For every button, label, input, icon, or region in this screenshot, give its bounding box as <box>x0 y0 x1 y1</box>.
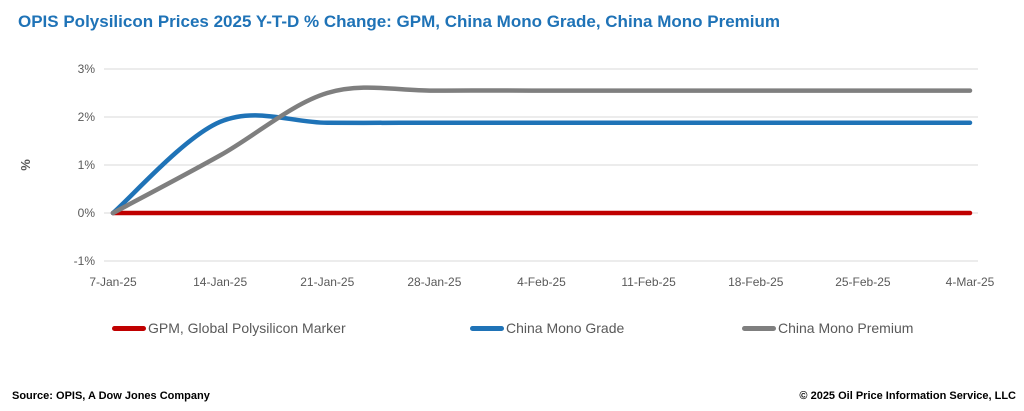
legend-label-china-mono-grade: China Mono Grade <box>506 320 625 336</box>
y-tick-label: 0% <box>78 206 96 220</box>
legend: GPM, Global Polysilicon Marker China Mon… <box>0 320 1024 340</box>
x-tick-label: 7-Jan-25 <box>89 275 137 289</box>
x-tick-label: 25-Feb-25 <box>835 275 891 289</box>
y-axis-label: % <box>18 159 33 171</box>
x-tick-label: 21-Jan-25 <box>300 275 354 289</box>
legend-swatch-gpm <box>112 325 146 331</box>
legend-swatch-china-mono-premium <box>742 325 776 331</box>
x-tick-label: 4-Mar-25 <box>946 275 995 289</box>
legend-label-gpm: GPM, Global Polysilicon Marker <box>148 320 346 336</box>
y-tick-label: 2% <box>78 110 96 124</box>
series-line-china-mono-premium <box>110 85 973 216</box>
x-tick-label: 18-Feb-25 <box>728 275 784 289</box>
source-note: Source: OPIS, A Dow Jones Company <box>12 390 210 402</box>
legend-label-china-mono-premium: China Mono Premium <box>778 320 914 336</box>
x-tick-label: 14-Jan-25 <box>193 275 247 289</box>
y-tick-label: 3% <box>78 62 96 76</box>
chart-title: OPIS Polysilicon Prices 2025 Y-T-D % Cha… <box>18 12 781 31</box>
series-line-china-mono-grade <box>110 113 973 216</box>
x-tick-label: 11-Feb-25 <box>621 275 676 289</box>
legend-item-china-mono-grade: China Mono Grade <box>470 320 624 336</box>
line-chart: -1% 0% 1% 2% 3%% 7-Jan-25 14-Jan-25 21-Jan-25 28… <box>18 62 995 289</box>
y-tick-label: 1% <box>78 158 96 172</box>
x-tick-label: 4-Feb-25 <box>517 275 566 289</box>
legend-item-gpm: GPM, Global Polysilicon Marker <box>112 320 346 336</box>
legend-item-china-mono-premium: China Mono Premium <box>742 320 913 336</box>
copyright-note: © 2025 Oil Price Information Service, LL… <box>799 390 1016 402</box>
x-tick-label: 28-Jan-25 <box>407 275 461 289</box>
y-tick-label: -1% <box>74 254 96 268</box>
legend-swatch-china-mono-grade <box>470 325 504 331</box>
